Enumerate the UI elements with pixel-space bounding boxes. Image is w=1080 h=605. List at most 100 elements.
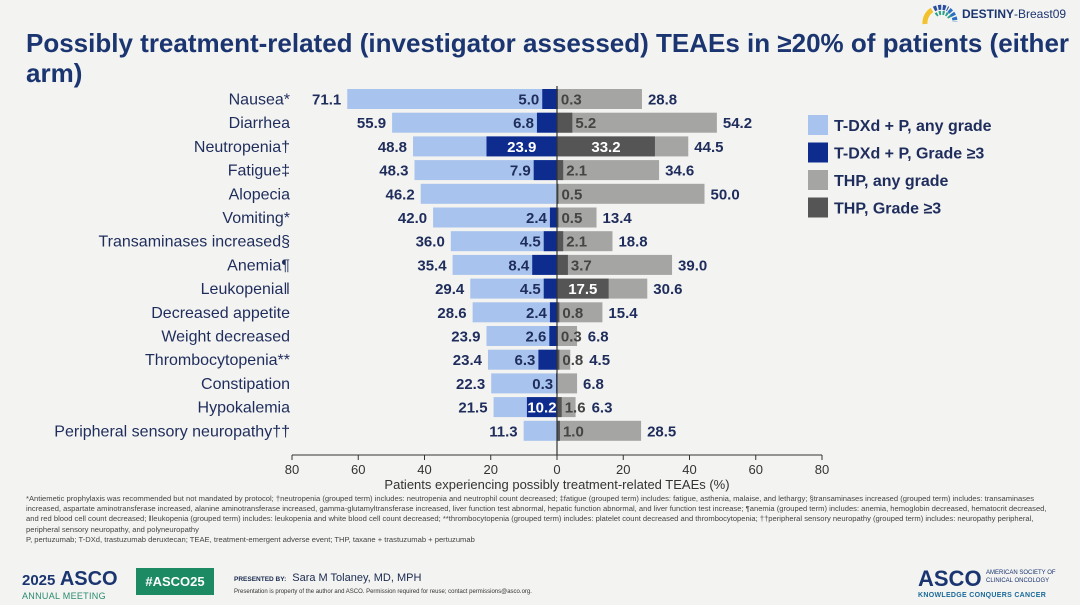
category-label: Weight decreased [161,329,290,346]
footnotes: *Antiemetic prophylaxis was recommended … [26,494,1056,545]
bar-thp-grade3 [557,254,568,275]
value-label-tdxd-grade3: 4.5 [520,281,541,298]
bar-tdxd-any-grade [470,278,557,299]
bar-thp-grade3 [557,278,609,299]
legend-label: T-DXd + P, any grade [834,118,992,135]
destiny-breast09-logo: DESTINY-Breast09 [922,2,1066,26]
value-label-thp-grade3: 0.8 [562,305,583,322]
x-axis-title: Patients experiencing possibly treatment… [384,477,729,492]
value-label-tdxd-grade3: 2.4 [526,305,548,322]
value-label-tdxd-any-grade: 55.9 [357,115,386,132]
society-name: AMERICAN SOCIETY OF CLINICAL ONCOLOGY [986,570,1056,584]
bar-thp-grade3 [557,112,573,133]
bar-tdxd-grade3 [533,160,557,181]
category-label: Diarrhea [229,115,290,132]
value-label-tdxd-grade3: 5.0 [518,92,539,109]
bar-tdxd-any-grade [523,420,557,441]
value-label-thp-any-grade: 54.2 [723,115,752,132]
x-tick-label: 40 [682,462,696,477]
presenter-name: Sara M Tolaney, MD, MPH [292,572,422,584]
category-label: Transaminases increased§ [99,234,291,251]
arc-logo-icon [922,4,958,25]
bar-tdxd-grade3 [526,397,557,418]
bar-thp-any-grade [557,326,578,346]
category-label: Neutropenia† [194,139,290,156]
bar-tdxd-grade3 [542,89,557,109]
value-label-thp-any-grade: 6.8 [588,329,609,346]
value-label-thp-any-grade: 39.0 [678,257,707,274]
x-tick-label: 20 [616,462,630,477]
meeting-year: 2025 [22,572,56,589]
value-label-tdxd-grade3: 2.4 [526,210,548,227]
property-notice: Presentation is property of the author a… [234,589,532,595]
value-label-thp-grade3: 0.8 [562,352,583,369]
bar-thp-any-grade [557,160,660,181]
value-label-thp-grade3: 0.3 [561,92,582,109]
value-label-tdxd-any-grade: 36.0 [416,234,445,251]
value-label-tdxd-grade3: 6.8 [513,115,534,132]
legend-swatch [808,197,828,218]
value-label-thp-grade3: 2.1 [566,234,587,251]
society-tagline: KNOWLEDGE CONQUERS CANCER [918,592,1047,599]
legend-label: THP, any grade [834,173,949,190]
meeting-brand: ASCO [59,568,118,590]
hashtag-badge: #ASCO25 [136,568,214,595]
value-label-tdxd-any-grade: 22.3 [456,376,485,393]
bar-thp-any-grade [557,349,571,370]
value-label-tdxd-any-grade: 42.0 [398,210,427,227]
value-label-thp-grade3: 3.7 [571,257,592,274]
value-label-thp-any-grade: 30.6 [653,281,682,298]
asco-annual-meeting-logo: 2025 ASCO ANNUAL MEETING [22,568,118,601]
meeting-label: ANNUAL MEETING [22,591,106,601]
category-label: Nausea* [229,92,290,109]
category-label: Constipation [201,376,290,393]
value-label-tdxd-any-grade: 21.5 [458,400,487,417]
bar-tdxd-grade3 [532,254,557,275]
bar-tdxd-any-grade [347,89,557,109]
legend-label: T-DXd + P, Grade ≥3 [834,146,984,163]
category-label: Decreased appetite [151,305,290,322]
x-tick-label: 0 [553,462,560,477]
value-label-tdxd-grade3: 8.4 [508,257,530,274]
value-label-tdxd-any-grade: 71.1 [312,92,341,109]
bar-tdxd-any-grade [472,302,557,323]
bar-thp-grade3 [557,160,564,181]
value-label-thp-any-grade: 6.8 [583,376,604,393]
value-label-tdxd-any-grade: 29.4 [435,281,465,298]
value-label-tdxd-grade3: 2.6 [525,329,546,346]
x-tick-label: 40 [417,462,431,477]
bar-thp-grade3 [557,183,559,204]
bar-thp-any-grade [557,231,613,252]
bar-thp-any-grade [557,254,673,275]
value-label-thp-any-grade: 34.6 [665,163,694,180]
value-label-tdxd-grade3: 6.3 [515,352,536,369]
bar-tdxd-grade3 [543,278,557,299]
bar-tdxd-any-grade [450,231,557,252]
footnote-abbreviations: P, pertuzumab; T-DXd, trastuzumab deruxt… [26,534,475,544]
logo-suffix: -Breast09 [1014,7,1067,21]
value-label-thp-any-grade: 13.4 [603,210,633,227]
bar-tdxd-grade3 [549,326,557,346]
asco-society-logo: ASCO AMERICAN SOCIETY OF CLINICAL ONCOLO… [918,566,1056,599]
value-label-tdxd-grade3: 0.3 [532,376,553,393]
value-label-thp-any-grade: 4.5 [589,352,610,369]
butterfly-bar-chart: Nausea* 5.0 71.1 0.3 28.8 Diarrhea 6.8 55.9 5.2 5… [54,86,992,492]
bar-thp-any-grade [557,112,717,133]
x-tick-label: 80 [815,462,829,477]
value-label-thp-grade3: 33.2 [591,139,620,156]
x-tick-label: 20 [484,462,498,477]
bar-tdxd-grade3 [536,112,557,133]
value-label-tdxd-any-grade: 35.4 [417,257,447,274]
footnote-definitions: *Antiemetic prophylaxis was recommended … [26,494,1047,534]
value-label-tdxd-any-grade: 48.8 [378,139,407,156]
value-label-tdxd-any-grade: 28.6 [437,305,466,322]
bar-tdxd-any-grade [433,207,557,228]
bar-tdxd-grade3 [538,349,557,370]
footer: 2025 ASCO ANNUAL MEETING #ASCO25 PRESENT… [0,560,1080,605]
presented-by-label: PRESENTED BY: [234,576,287,583]
bar-tdxd-any-grade [452,254,557,275]
bar-thp-any-grade [557,207,597,228]
bar-tdxd-grade3 [543,231,557,252]
category-label: Thrombocytopenia** [145,352,290,369]
value-label-tdxd-any-grade: 11.3 [489,423,517,440]
